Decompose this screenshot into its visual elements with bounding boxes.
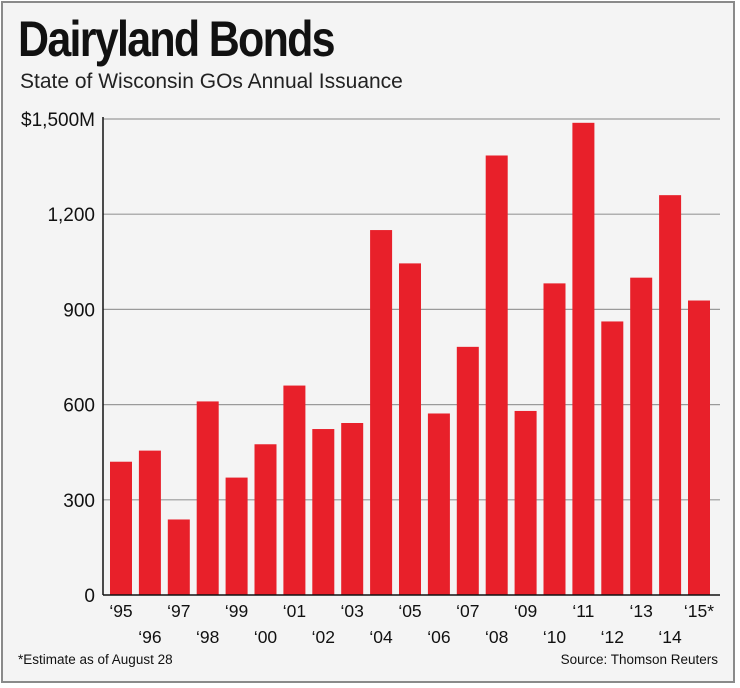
bar bbox=[370, 230, 393, 596]
x-tick-label: ‘11 bbox=[572, 601, 594, 621]
x-tick-label: ‘01 bbox=[283, 601, 306, 621]
bar bbox=[601, 321, 624, 595]
chart-title: Dairyland Bonds bbox=[18, 11, 336, 67]
bar bbox=[514, 410, 537, 595]
x-tick-label: ‘04 bbox=[369, 627, 393, 647]
y-tick-label: 300 bbox=[63, 491, 95, 512]
x-tick-label: ‘96 bbox=[138, 627, 161, 647]
bar bbox=[456, 346, 479, 595]
y-tick-label: 900 bbox=[63, 300, 95, 321]
y-tick-label: 0 bbox=[84, 586, 95, 607]
x-tick-label: ‘03 bbox=[341, 601, 364, 621]
bar bbox=[312, 429, 335, 595]
bar bbox=[399, 263, 421, 595]
bar bbox=[138, 450, 161, 595]
x-tick-label: ‘06 bbox=[427, 627, 450, 647]
x-tick-label: ‘07 bbox=[456, 601, 479, 621]
y-tick-label: 1,200 bbox=[47, 205, 95, 226]
x-tick-label: ‘00 bbox=[254, 627, 278, 647]
x-tick-label: ‘13 bbox=[630, 601, 653, 621]
x-tick-label: ‘95 bbox=[109, 601, 132, 621]
bar bbox=[283, 385, 306, 595]
x-tick-label: ‘12 bbox=[601, 627, 624, 647]
bar bbox=[688, 300, 710, 595]
bar bbox=[341, 423, 364, 595]
x-tick-label: ‘10 bbox=[543, 627, 567, 647]
bar bbox=[196, 401, 219, 595]
x-tick-label: ‘14 bbox=[658, 627, 682, 647]
x-tick-label: ‘99 bbox=[225, 601, 248, 621]
x-tick-label: ‘09 bbox=[514, 601, 537, 621]
bar bbox=[485, 155, 508, 595]
bar bbox=[630, 277, 653, 595]
x-tick-label: ‘02 bbox=[312, 627, 335, 647]
chart-footnote: *Estimate as of August 28 bbox=[18, 652, 173, 667]
bar bbox=[572, 122, 595, 596]
chart-source: Source: Thomson Reuters bbox=[560, 652, 718, 667]
bar bbox=[254, 444, 277, 595]
y-tick-label: $1,500M bbox=[21, 110, 95, 131]
bar bbox=[427, 413, 450, 595]
y-tick-label: 600 bbox=[63, 396, 95, 417]
x-tick-label: ‘08 bbox=[485, 627, 508, 647]
chart-subtitle: State of Wisconsin GOs Annual Issuance bbox=[20, 70, 403, 93]
bar bbox=[659, 195, 682, 595]
bar bbox=[225, 477, 248, 595]
bar bbox=[543, 283, 566, 595]
x-tick-label: ‘05 bbox=[398, 601, 421, 621]
bar bbox=[167, 519, 190, 595]
x-tick-label: ‘15* bbox=[684, 601, 714, 621]
x-tick-label: ‘98 bbox=[196, 627, 219, 647]
bar bbox=[110, 461, 132, 595]
x-tick-label: ‘97 bbox=[167, 601, 190, 621]
